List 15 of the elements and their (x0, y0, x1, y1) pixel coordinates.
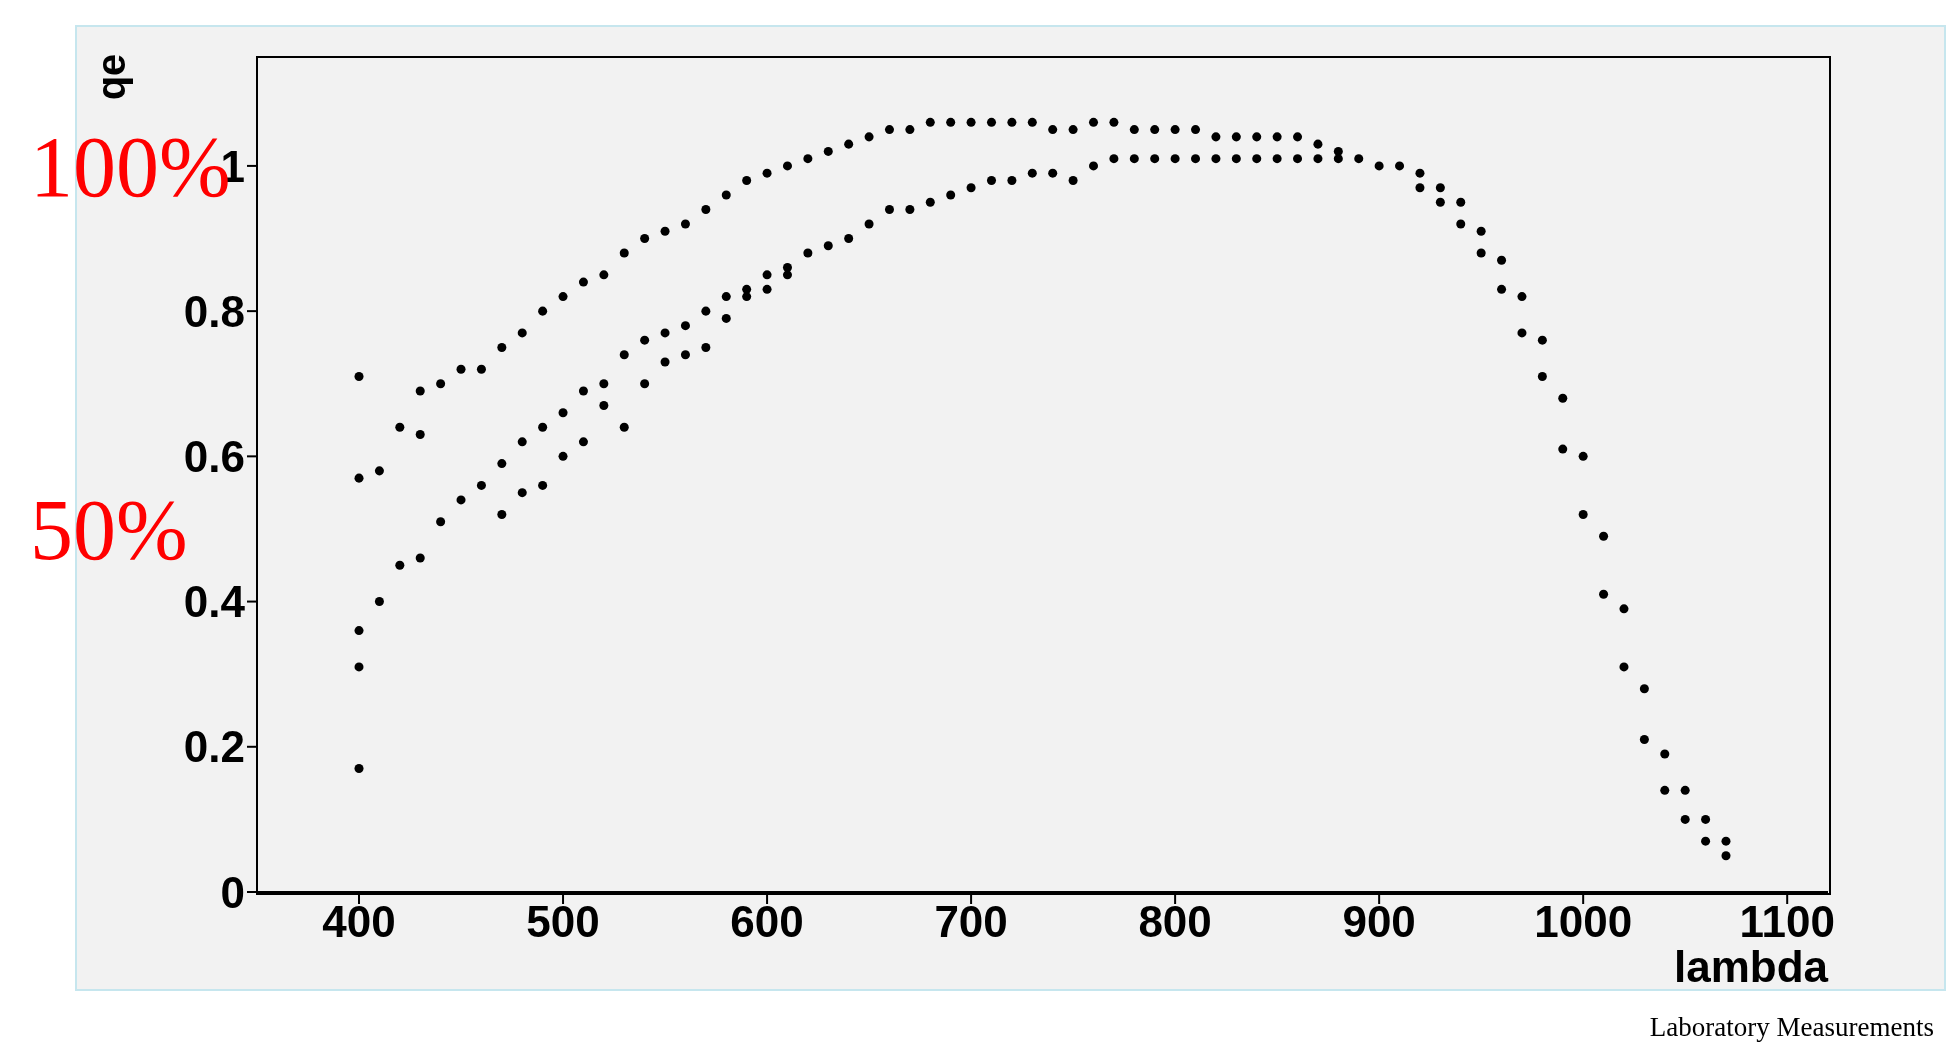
y-tick-label: 0 (220, 867, 245, 917)
x-tick-label: 500 (526, 897, 600, 947)
x-tick-label: 600 (730, 897, 804, 947)
x-tick-label: 1000 (1534, 897, 1633, 947)
text: 50% (30, 481, 188, 580)
y-tick-label: 0.4 (183, 577, 246, 627)
y-tick-label: 0.6 (183, 431, 245, 481)
text: Laboratory Measurements (1649, 1012, 1934, 1043)
y-axis-title: qe (89, 53, 134, 101)
x-tick-label: 400 (322, 897, 396, 947)
y-tick-label: 0.8 (183, 286, 245, 336)
x-tick-label: 800 (1138, 897, 1212, 947)
x-tick-label: 900 (1342, 897, 1416, 947)
y-tick-label: 0.2 (183, 722, 245, 772)
x-tick-label: 700 (934, 897, 1008, 947)
